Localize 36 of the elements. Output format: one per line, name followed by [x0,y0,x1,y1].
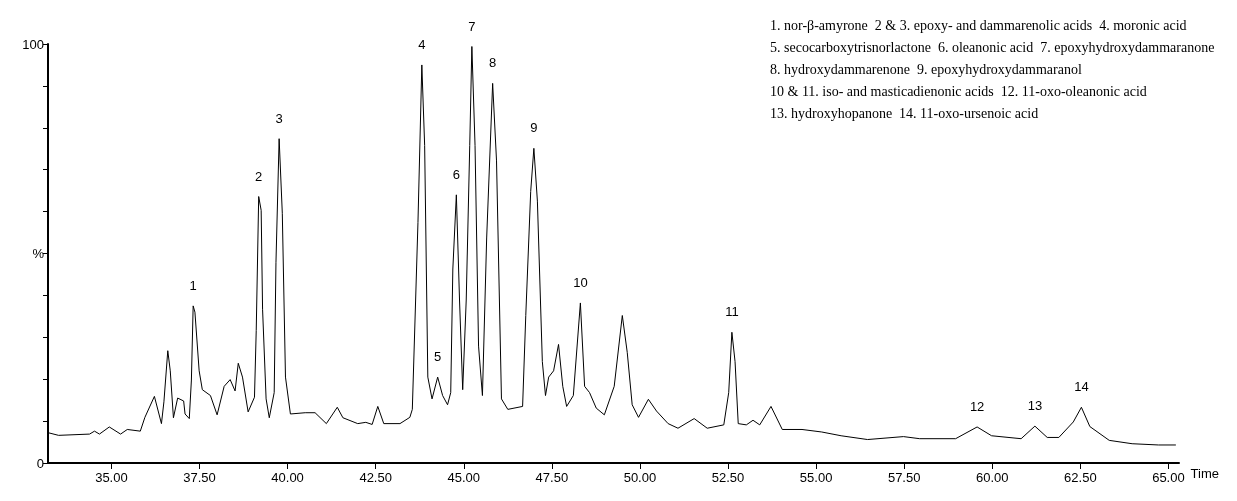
x-tick-label: 62.50 [1064,470,1097,485]
annotation: 8. hydroxydammarenone 9. epoxyhydroxydammaranol [770,61,1082,77]
x-tick-label: 60.00 [975,470,1009,485]
annotation: 10 [573,274,588,290]
annotation: 13 [1027,398,1043,414]
x-tick-label: 37.50 [183,470,216,485]
annotation: 2 [255,168,263,184]
x-tick-label: 57.50 [887,470,921,485]
annotation: 11 [725,304,739,320]
annotation: 12 [969,398,985,414]
annotation: 8 [489,55,497,71]
x-tick-label: 42.50 [359,470,392,485]
annotation: 13. hydroxyhopanone 14. 11-oxo-ursenoic acid [770,105,1039,121]
x-tick-label: 52.50 [711,470,745,485]
annotation: 3 [275,110,283,126]
x-tick-label: 40.00 [271,470,304,485]
annotation: 14 [1074,379,1089,395]
x-tick-label: 55.00 [799,470,833,485]
x-tick-label: 35.00 [95,470,128,485]
annotation: 10 & 11. iso- and masticadienonic acids 12. 11-oxo-oleanonic acid [770,83,1147,99]
x-tick-label: 45.00 [447,470,481,485]
annotation: 5 [434,349,442,365]
x-axis-title: Time [1190,466,1219,481]
annotation: 7 [468,18,476,34]
annotation: 6 [452,166,460,182]
x-tick-label: 65.00 [1152,470,1185,485]
annotation: 9 [530,120,538,136]
x-tick-label: 47.50 [535,470,569,485]
y-tick-label: 100 [22,36,44,52]
annotation: 1 [189,277,197,293]
x-tick-label: 50.00 [623,470,657,485]
annotation: 5. secocarboxytrisnorlactone 6. oleanonic acid 7. epoxyhydroxydammaranone [770,39,1215,55]
annotation: 4 [418,36,426,52]
y-tick-label: 0 [36,455,44,471]
y-tick-label: % [32,246,45,261]
text: 1. nor-β-amyrone 2 & 3. epoxy- and dammarenolic acids 4. moronic acid [770,17,1187,33]
